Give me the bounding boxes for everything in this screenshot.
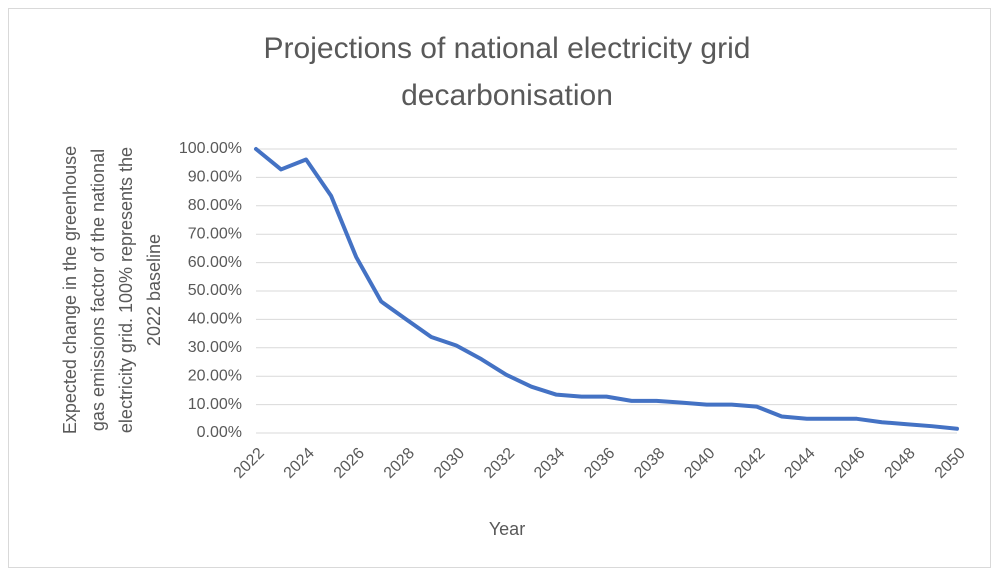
- y-tick-label: 30.00%: [188, 339, 242, 356]
- chart-title: Projections of national electricity grid…: [263, 32, 751, 112]
- x-axis-label: Year: [489, 519, 525, 539]
- y-tick-label: 20.00%: [188, 367, 242, 384]
- y-tick-label: 90.00%: [188, 169, 242, 186]
- y-tick-label: 0.00%: [197, 424, 242, 441]
- y-tick-label: 50.00%: [188, 282, 242, 299]
- y-tick-label: 60.00%: [188, 254, 242, 271]
- y-axis-label: Expected change in the greenhouse gas em…: [60, 145, 164, 435]
- line-series: [254, 147, 959, 431]
- y-tick-label: 40.00%: [188, 311, 242, 328]
- y-tick-label: 80.00%: [188, 197, 242, 214]
- y-tick-label: 70.00%: [188, 225, 242, 242]
- y-tick-label: 100.00%: [179, 140, 242, 157]
- chart-border: [8, 8, 991, 568]
- y-tick-label: 10.00%: [188, 396, 242, 413]
